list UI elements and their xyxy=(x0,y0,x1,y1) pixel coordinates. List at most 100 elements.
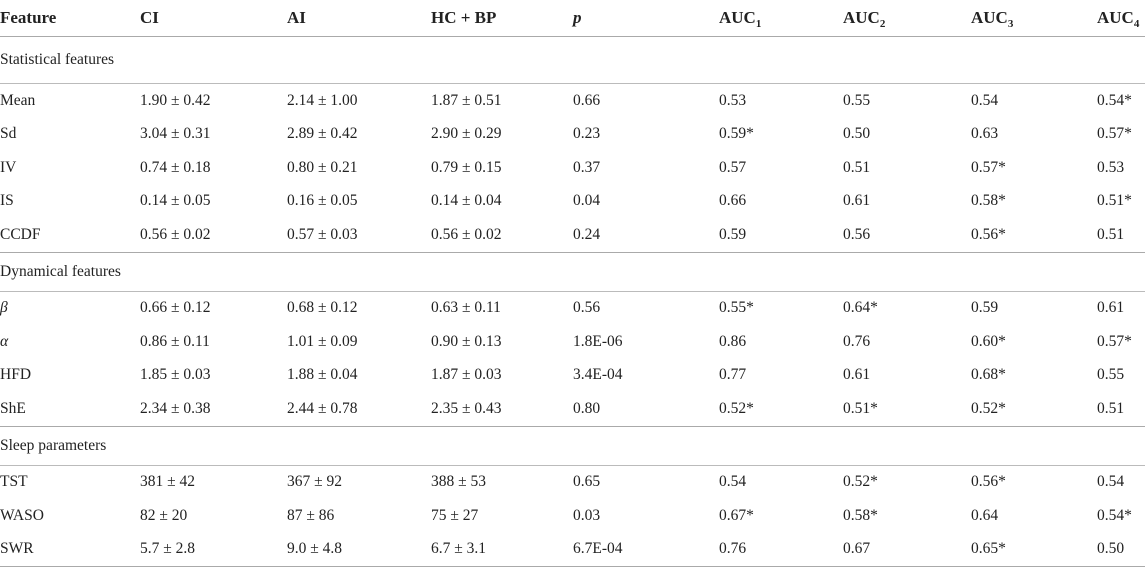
table-cell: 0.51* xyxy=(843,392,971,427)
table-cell: 0.52* xyxy=(719,392,843,427)
table-cell: 2.35 ± 0.43 xyxy=(431,392,573,427)
table-cell: 0.50 xyxy=(843,125,871,143)
table-cell: 0.51* xyxy=(1097,192,1132,210)
column-header: Feature xyxy=(0,0,140,37)
table-cell: 0.57* xyxy=(971,158,1006,176)
table-cell: 0.66 xyxy=(719,192,747,210)
table-cell: 0.56* xyxy=(971,218,1097,253)
table-cell: 0.23 xyxy=(573,125,601,143)
table-cell: 0.86 xyxy=(719,332,747,350)
table-cell: 0.57* xyxy=(1097,332,1132,350)
table-cell: 0.04 xyxy=(573,192,601,210)
table-cell: 0.64* xyxy=(843,299,878,317)
table-cell: 1.01 ± 0.09 xyxy=(287,332,358,350)
table-cell: 0.61 xyxy=(843,192,871,210)
column-header: p xyxy=(573,0,719,37)
table-cell: 2.14 ± 1.00 xyxy=(287,91,358,109)
table-cell: 0.63 ± 0.11 xyxy=(431,299,501,317)
table-cell: 1.88 ± 0.04 xyxy=(287,366,358,384)
section-title: Dynamical features xyxy=(0,252,1145,292)
table-row: IS 0.14 ± 0.05 0.16 ± 0.05 0.14 ± 0.04 0.04 0… xyxy=(0,185,1145,219)
table-row: IV 0.74 ± 0.18 0.80 ± 0.21 0.79 ± 0.15 0.37 0… xyxy=(0,151,1145,185)
table-cell: 3.04 ± 0.31 xyxy=(140,125,211,143)
table-cell: 0.14 ± 0.05 xyxy=(140,192,211,210)
table-cell: 0.54* xyxy=(1097,506,1132,524)
feature-name-cell: HFD xyxy=(0,366,32,384)
table-cell: 0.90 ± 0.13 xyxy=(431,332,502,350)
table-row: WASO 82 ± 20 87 ± 86 75 ± 27 0.03 0.67* 0.58* 0… xyxy=(0,499,1145,533)
table-cell: 0.60* xyxy=(971,332,1006,350)
table-row: TST 381 ± 42 367 ± 92 388 ± 53 0.65 0.54 0.52*… xyxy=(0,465,1145,499)
feature-name-cell: β xyxy=(0,299,8,317)
table-cell: 0.65 xyxy=(573,473,601,491)
table-cell: 0.51 xyxy=(1097,218,1145,253)
table-cell: 0.63 xyxy=(971,125,999,143)
table-row: HFD 1.85 ± 0.03 1.88 ± 0.04 1.87 ± 0.03 3.4E… xyxy=(0,359,1145,393)
table-cell: 0.03 xyxy=(573,506,601,524)
table-cell: 0.58* xyxy=(843,506,878,524)
table-cell: 0.77 xyxy=(719,366,747,384)
column-header: AUC4 xyxy=(1097,0,1145,37)
table-cell: 0.76 xyxy=(719,532,843,567)
table-cell: 0.50 xyxy=(1097,532,1145,567)
table-cell: 0.56 ± 0.02 xyxy=(140,218,287,253)
table-cell: 0.52* xyxy=(971,392,1097,427)
table-cell: 1.87 ± 0.03 xyxy=(431,366,502,384)
table-cell: 1.87 ± 0.51 xyxy=(431,91,502,109)
column-header-text: AUC xyxy=(971,8,1008,27)
table-cell: 0.16 ± 0.05 xyxy=(287,192,358,210)
table-cell: 0.67* xyxy=(719,506,754,524)
table-cell: 1.90 ± 0.42 xyxy=(140,91,211,109)
table-cell: 0.55* xyxy=(719,299,754,317)
table-cell: 0.56 ± 0.02 xyxy=(431,218,573,253)
table-cell: 0.53 xyxy=(1097,158,1125,176)
table-cell: 0.68 ± 0.12 xyxy=(287,299,358,317)
table-cell: 82 ± 20 xyxy=(140,506,188,524)
feature-name-cell: TST xyxy=(0,473,28,491)
table-cell: 367 ± 92 xyxy=(287,473,343,491)
table-cell: 0.37 xyxy=(573,158,601,176)
table-cell: 2.90 ± 0.29 xyxy=(431,125,502,143)
table-cell: 0.57 ± 0.03 xyxy=(287,218,431,253)
table-cell: 0.53 xyxy=(719,91,747,109)
column-header: AI xyxy=(287,0,431,37)
column-header-subscript: 3 xyxy=(1007,18,1014,30)
table-row: β 0.66 ± 0.12 0.68 ± 0.12 0.63 ± 0.11 0.56 0.… xyxy=(0,291,1145,325)
table-cell: 6.7 ± 3.1 xyxy=(431,532,573,567)
table-cell: 0.68* xyxy=(971,366,1006,384)
table-cell: 0.54 xyxy=(719,473,747,491)
feature-name-cell: ShE xyxy=(0,392,140,427)
table-cell: 0.51 xyxy=(1097,392,1145,427)
column-header-text: AUC xyxy=(1097,8,1134,27)
feature-name-cell: CCDF xyxy=(0,218,140,253)
table-row: Sd 3.04 ± 0.31 2.89 ± 0.42 2.90 ± 0.29 0.23 0… xyxy=(0,118,1145,152)
table-cell: 0.66 ± 0.12 xyxy=(140,299,211,317)
table-row: ShE 2.34 ± 0.38 2.44 ± 0.78 2.35 ± 0.43 0.80… xyxy=(0,392,1145,427)
feature-name-cell: IV xyxy=(0,158,17,176)
table-cell: 0.52* xyxy=(843,473,878,491)
table-cell: 75 ± 27 xyxy=(431,506,479,524)
table-body: Statistical features Mean 1.90 ± 0.42 2.14 … xyxy=(0,36,1145,567)
table-cell: 1.8E-06 xyxy=(573,332,623,350)
table-cell: 2.34 ± 0.38 xyxy=(140,392,287,427)
column-header-subscript: 1 xyxy=(755,18,762,30)
feature-name-cell: IS xyxy=(0,192,14,210)
column-header-text: CI xyxy=(140,8,159,27)
feature-name-cell: WASO xyxy=(0,506,44,524)
table-cell: 0.59* xyxy=(719,125,754,143)
feature-name-cell: Sd xyxy=(0,125,17,143)
table-cell: 0.56 xyxy=(573,299,601,317)
table-cell: 0.59 xyxy=(971,299,999,317)
table-cell: 0.76 xyxy=(843,332,871,350)
table-cell: 0.55 xyxy=(1097,366,1125,384)
table-cell: 9.0 ± 4.8 xyxy=(287,532,431,567)
table-cell: 6.7E-04 xyxy=(573,532,719,567)
table-cell: 0.56 xyxy=(843,218,971,253)
table-cell: 1.85 ± 0.03 xyxy=(140,366,211,384)
column-header: HC + BP xyxy=(431,0,573,37)
table-cell: 0.80 ± 0.21 xyxy=(287,158,358,176)
feature-name-cell: SWR xyxy=(0,532,140,567)
table-cell: 0.74 ± 0.18 xyxy=(140,158,211,176)
table-cell: 0.24 xyxy=(573,218,719,253)
